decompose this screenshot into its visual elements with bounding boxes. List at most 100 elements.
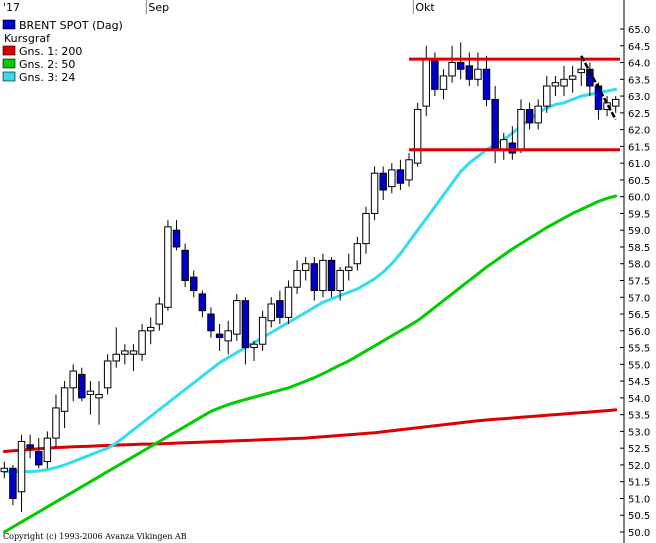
candle-body-up xyxy=(560,78,568,87)
candle-body-up xyxy=(439,75,448,90)
candle xyxy=(568,65,577,93)
legend-swatch xyxy=(2,19,16,30)
candle xyxy=(35,438,43,469)
axis-panel xyxy=(624,0,656,543)
candle-body-up xyxy=(164,226,172,308)
candle-body-down xyxy=(310,263,319,292)
candle xyxy=(164,220,172,311)
y-tick-label: 60.0 xyxy=(628,193,650,204)
candle xyxy=(611,96,620,113)
y-tick-label: 55.0 xyxy=(628,360,650,371)
legend-swatch xyxy=(2,45,16,56)
month-gridlines xyxy=(145,0,414,14)
candle-body-down xyxy=(508,142,517,154)
candle xyxy=(69,364,77,402)
y-axis-ticks: 50.0 50.5 51.0 51.5 52.0 52.5 53.0 53.5 54.0 54.5… xyxy=(620,25,650,539)
candle-body-up xyxy=(577,68,585,74)
candle xyxy=(560,65,568,97)
candle xyxy=(534,99,542,130)
candle-body-up xyxy=(301,263,310,271)
y-tick-label: 60.5 xyxy=(628,176,650,187)
candle xyxy=(0,461,9,479)
candle xyxy=(190,270,198,298)
candle xyxy=(9,464,17,506)
candle xyxy=(379,166,387,201)
candle xyxy=(233,293,241,341)
candle-body-up xyxy=(474,68,482,80)
candle-body-up xyxy=(86,390,95,396)
candle xyxy=(103,354,112,395)
legend-background xyxy=(0,17,124,83)
candle xyxy=(362,206,370,254)
candle xyxy=(258,310,267,351)
candle-body-up xyxy=(551,82,560,87)
candle-body-down xyxy=(431,58,439,90)
candle-body-down xyxy=(396,169,405,184)
candle-body-up xyxy=(267,303,275,322)
candle xyxy=(456,42,465,80)
candle-body-up xyxy=(370,172,379,214)
candle-body-down xyxy=(379,172,387,191)
candle-body-down xyxy=(35,451,43,466)
trend-line xyxy=(580,55,617,121)
candle xyxy=(293,260,301,294)
candle-body-down xyxy=(9,467,17,499)
candle-body-up xyxy=(284,286,293,318)
candle-body-up xyxy=(95,394,103,399)
candle xyxy=(525,102,534,130)
candle-body-up xyxy=(258,316,267,345)
candle xyxy=(78,367,86,402)
candle xyxy=(121,344,129,365)
moving-average-line xyxy=(2,87,618,474)
candle xyxy=(345,253,353,281)
month-label: Sep xyxy=(148,1,169,14)
candle-body-up xyxy=(345,266,353,271)
y-tick-label: 64.0 xyxy=(628,59,650,70)
candle-body-up xyxy=(448,62,456,77)
y-tick-label: 51.5 xyxy=(628,478,650,489)
legend-label: BRENT SPOT (Dag) xyxy=(19,19,123,32)
candle-body-down xyxy=(525,108,534,124)
y-tick-label: 57.5 xyxy=(628,277,650,288)
legend-label: Gns. 2: 50 xyxy=(19,58,75,71)
candle xyxy=(198,290,207,318)
candle-body-up xyxy=(353,243,362,265)
trend-line-segment xyxy=(580,55,617,121)
y-tick-label: 62.5 xyxy=(628,109,650,120)
candle-body-down xyxy=(456,62,465,70)
candle xyxy=(439,69,448,100)
candle-body-up xyxy=(319,259,327,292)
legend-swatch xyxy=(2,58,16,69)
candle-body-up xyxy=(336,269,344,292)
y-tick-label: 52.0 xyxy=(628,461,650,472)
candle-body-up xyxy=(138,330,146,355)
candle xyxy=(250,340,258,361)
candle xyxy=(327,257,336,298)
moving-average-line xyxy=(2,408,618,453)
candle-body-down xyxy=(327,259,336,292)
candle-body-down xyxy=(241,300,250,349)
candle xyxy=(224,320,232,355)
candle-body-up xyxy=(224,330,232,342)
y-tick-label: 59.5 xyxy=(628,209,650,220)
candle xyxy=(370,166,379,221)
y-tick-label: 57.0 xyxy=(628,293,650,304)
candle xyxy=(388,163,396,194)
candle xyxy=(336,267,344,301)
candle-body-down xyxy=(207,313,215,332)
y-tick-label: 54.5 xyxy=(628,377,650,388)
candle xyxy=(241,297,250,365)
candle-body-up xyxy=(500,139,508,151)
candle-body-up xyxy=(52,407,60,439)
candle-body-down xyxy=(172,229,181,248)
candle xyxy=(413,102,422,167)
month-label: '17 xyxy=(3,1,20,14)
y-tick-label: 56.0 xyxy=(628,327,650,338)
candle xyxy=(301,257,310,281)
y-tick-label: 58.5 xyxy=(628,243,650,254)
candle xyxy=(129,344,138,372)
candle-body-up xyxy=(534,105,542,124)
y-tick-label: 58.0 xyxy=(628,260,650,271)
y-tick-label: 63.5 xyxy=(628,75,650,86)
